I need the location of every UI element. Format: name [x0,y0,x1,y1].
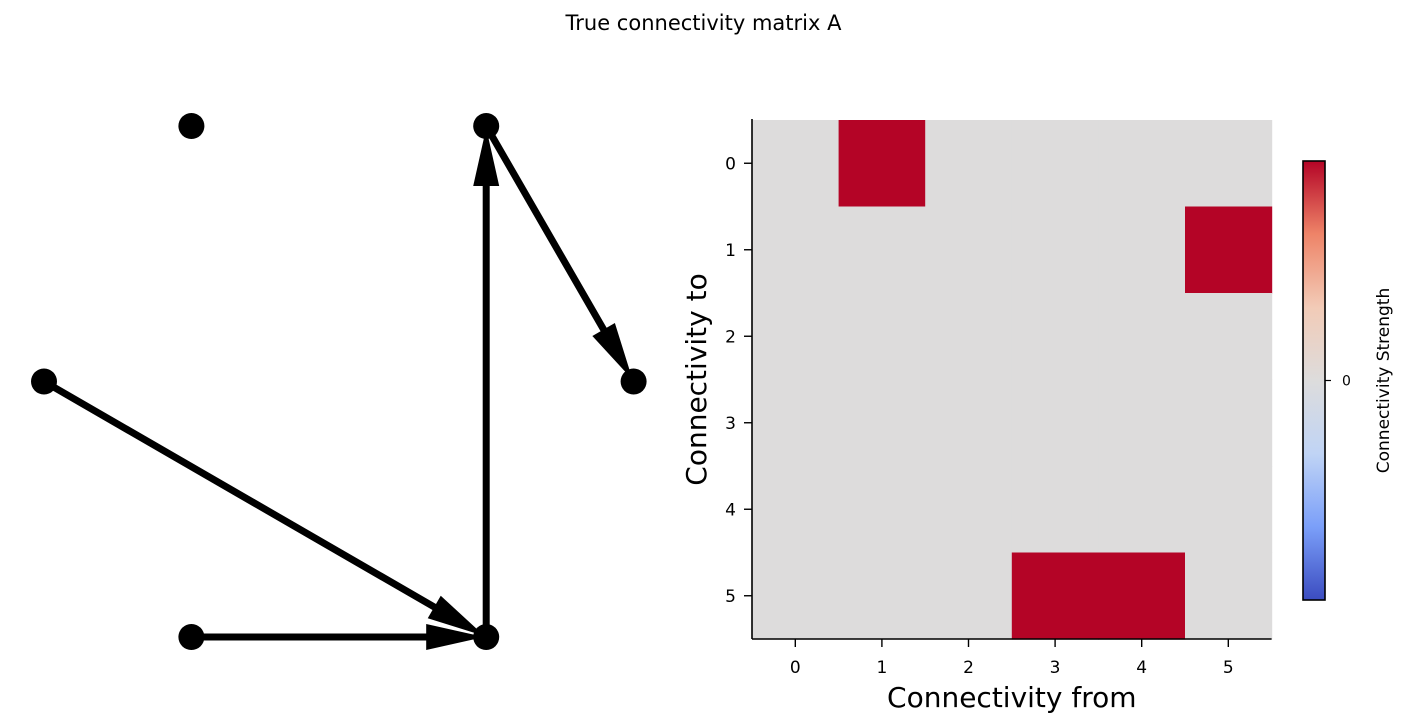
heatmap-cell [838,379,926,467]
edge-arrowhead [426,624,485,650]
heatmap-cell [1185,293,1273,381]
y-tick-label: 4 [725,500,736,520]
colorbar-gradient [1302,160,1326,601]
heatmap-cell [1098,552,1186,640]
heatmap-cell [752,552,840,640]
x-tick-label: 4 [1136,658,1147,678]
heatmap-cell [752,120,840,208]
heatmap-cell [1011,379,1099,467]
network-node [620,368,647,395]
heatmap-cell [925,466,1013,554]
network-node [178,113,205,139]
heatmap-cell [1098,293,1186,381]
heatmap-cell [1185,466,1273,554]
network-node [473,113,500,139]
heatmap-cell [838,206,926,294]
heatmap-cell [1011,206,1099,294]
heatmap-cell [1011,466,1099,554]
heatmap-cell [1011,120,1099,208]
heatmap-cell [838,466,926,554]
heatmap-cell [1098,466,1186,554]
heatmap-cell [1185,379,1273,467]
edge-arrowhead [473,128,500,186]
heatmap-cell [1185,552,1273,640]
x-axis-label: Connectivity from [887,681,1137,714]
edge-line [483,124,609,335]
y-tick-label: 0 [725,154,736,174]
edge-arrowhead [592,323,633,380]
heatmap-cell [1098,120,1186,208]
heatmap-cell [752,293,840,381]
heatmap-cell [925,206,1013,294]
y-tick-label: 3 [725,414,736,434]
x-tick-label: 2 [963,658,974,678]
heatmap-cell [1098,379,1186,467]
heatmap-cell [752,466,840,554]
heatmap-cell [925,120,1013,208]
heatmap-cell [1185,120,1273,208]
heatmap-cell [752,206,840,294]
network-node [178,624,205,650]
edge-line [42,378,440,613]
y-axis-label: Connectivity to [680,273,713,485]
x-tick-label: 3 [1050,658,1061,678]
heatmap-cell [1011,293,1099,381]
heatmap-cell [838,552,926,640]
x-tick-label: 1 [876,658,887,678]
y-tick-label: 5 [725,587,736,607]
heatmap-cell [752,379,840,467]
y-tick-label: 2 [725,327,736,347]
edge-arrowhead [427,595,485,636]
heatmap: 0 1 2 3 4 5 0 1 2 3 4 5 Connectivity from Connectivit… [680,119,1273,714]
heatmap-cell [1185,206,1273,294]
colorbar: 0 Connectivity Strength [1302,160,1394,601]
heatmap-cell [838,120,926,208]
heatmap-cell [925,379,1013,467]
colorbar-tick-label: 0 [1342,374,1351,390]
y-tick-label: 1 [725,241,736,261]
colorbar-label: Connectivity Strength [1374,288,1394,473]
x-tick-label: 0 [790,658,801,678]
x-tick-label: 5 [1223,658,1234,678]
heatmap-cell [925,293,1013,381]
heatmap-cell [1098,206,1186,294]
network-node [473,624,500,650]
network-node [31,368,57,395]
heatmap-cell [838,293,926,381]
network-graph [31,113,647,650]
heatmap-cell [1011,552,1099,640]
heatmap-cell [925,552,1013,640]
figure-title: True connectivity matrix A [565,11,842,35]
